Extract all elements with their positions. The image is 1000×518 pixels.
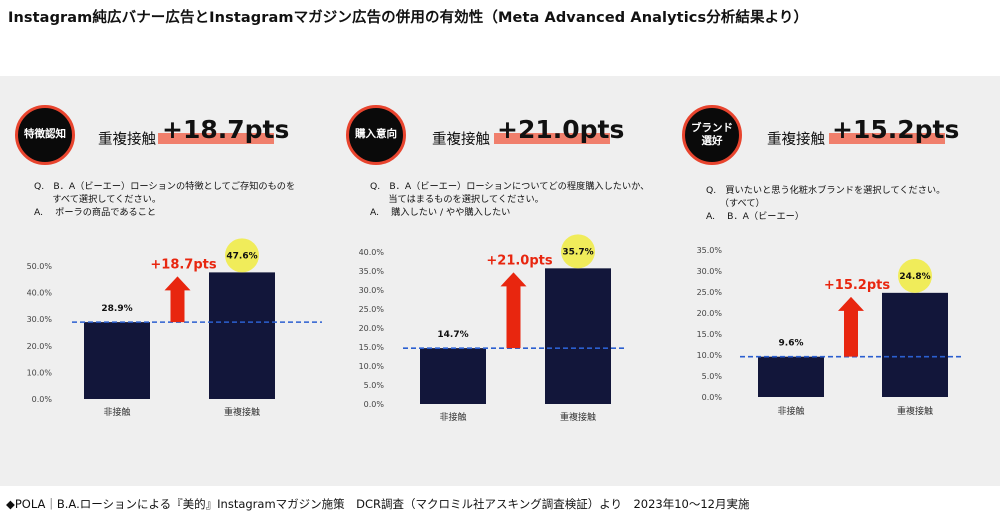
value-highlight	[225, 238, 259, 273]
x-category-label: 重複接触	[897, 405, 933, 417]
y-tick-label: 10.0%	[359, 362, 385, 371]
value-label-highlighted: 47.6%	[226, 251, 257, 261]
question-line: Q. B．A（ビーエー）ローションの特徴としてご存知のものを	[34, 181, 296, 192]
y-tick-label: 50.0%	[27, 262, 53, 271]
y-tick-label: 30.0%	[697, 267, 723, 276]
value-label: 14.7%	[437, 330, 468, 340]
increase-annotation: +21.0pts	[486, 253, 552, 268]
question-block: Q. 買いたいと思う化粧水ブランドを選択してください。 （すべて） A. B．A（…	[706, 184, 945, 223]
y-tick-label: 5.0%	[364, 381, 385, 390]
y-tick-label: 0.0%	[702, 393, 723, 402]
head-label: 重複接触	[767, 132, 825, 148]
answer-line: A. ポーラの商品であること	[34, 207, 157, 218]
question-line: Q. 買いたいと思う化粧水ブランドを選択してください。	[706, 185, 946, 196]
value-label-highlighted: 24.8%	[899, 272, 930, 282]
y-tick-label: 0.0%	[32, 395, 53, 404]
increase-arrow-icon	[838, 296, 864, 357]
y-tick-label: 10.0%	[27, 368, 53, 377]
answer-line: A. B．A（ビーエー）	[706, 211, 805, 222]
head-value: +15.2pts	[832, 115, 960, 144]
content-background	[0, 76, 1000, 486]
y-tick-label: 35.0%	[697, 246, 723, 255]
head-value: +18.7pts	[162, 115, 290, 144]
value-label: 28.9%	[101, 304, 132, 314]
x-category-label: 重複接触	[224, 406, 260, 418]
bar	[84, 322, 150, 399]
y-tick-label: 30.0%	[27, 315, 53, 324]
badge-brand-preference: ブランド 選好	[682, 105, 742, 165]
badge-purchase-intent: 購入意向	[346, 105, 406, 165]
badge-label: 特徴認知	[24, 128, 66, 141]
y-tick-label: 20.0%	[359, 324, 385, 333]
head-label: 重複接触	[98, 132, 156, 148]
question-line: Q. B．A（ビーエー）ローションについてどの程度購入したいか、	[370, 181, 650, 192]
y-tick-label: 5.0%	[702, 372, 723, 381]
increase-arrow-icon	[164, 276, 191, 323]
bar	[209, 272, 275, 399]
value-highlight	[561, 234, 595, 269]
value-highlight	[898, 258, 932, 293]
bar	[758, 356, 824, 397]
y-tick-label: 0.0%	[364, 400, 385, 409]
question-block: Q. B．A（ビーエー）ローションの特徴としてご存知のものを すべて選択してくだ…	[34, 180, 295, 219]
y-tick-label: 25.0%	[359, 305, 385, 314]
badge-label: 購入意向	[355, 128, 397, 141]
head-label: 重複接触	[432, 132, 490, 148]
increase-annotation: +15.2pts	[824, 278, 890, 293]
question-line: （すべて）	[706, 198, 765, 209]
question-line: 当てはまるものを選択してください。	[370, 194, 544, 205]
value-underline	[494, 133, 610, 144]
value-underline	[829, 133, 945, 144]
x-category-label: 非接触	[103, 406, 130, 418]
y-tick-label: 15.0%	[359, 343, 385, 352]
y-tick-label: 25.0%	[697, 288, 723, 297]
answer-line: A. 購入したい / やや購入したい	[370, 207, 511, 218]
badge-label: ブランド 選好	[691, 121, 733, 147]
increase-arrow-icon	[500, 272, 527, 349]
badge-feature-awareness: 特徴認知	[15, 105, 75, 165]
bar	[420, 348, 486, 404]
y-tick-label: 40.0%	[27, 289, 53, 298]
x-category-label: 非接触	[777, 405, 804, 417]
y-tick-label: 20.0%	[27, 342, 53, 351]
head-value: +21.0pts	[497, 115, 625, 144]
bar	[545, 268, 611, 404]
value-underline	[158, 133, 274, 144]
question-block: Q. B．A（ビーエー）ローションについてどの程度購入したいか、 当てはまるもの…	[370, 180, 649, 219]
y-tick-label: 10.0%	[697, 351, 723, 360]
y-tick-label: 35.0%	[359, 267, 385, 276]
y-tick-label: 30.0%	[359, 286, 385, 295]
footnote: ◆POLA｜B.A.ローションによる『美的』Instagramマガジン施策 DC…	[6, 497, 750, 511]
bar	[882, 292, 948, 397]
value-label: 9.6%	[779, 339, 804, 349]
increase-annotation: +18.7pts	[150, 257, 216, 272]
y-tick-label: 40.0%	[359, 248, 385, 257]
y-tick-label: 15.0%	[697, 330, 723, 339]
question-line: すべて選択してください。	[34, 194, 162, 205]
x-category-label: 重複接触	[560, 411, 596, 423]
x-category-label: 非接触	[439, 411, 466, 423]
page-title: Instagram純広バナー広告とInstagramマガジン広告の併用の有効性（…	[8, 10, 809, 26]
y-tick-label: 20.0%	[697, 309, 723, 318]
value-label-highlighted: 35.7%	[562, 247, 593, 257]
